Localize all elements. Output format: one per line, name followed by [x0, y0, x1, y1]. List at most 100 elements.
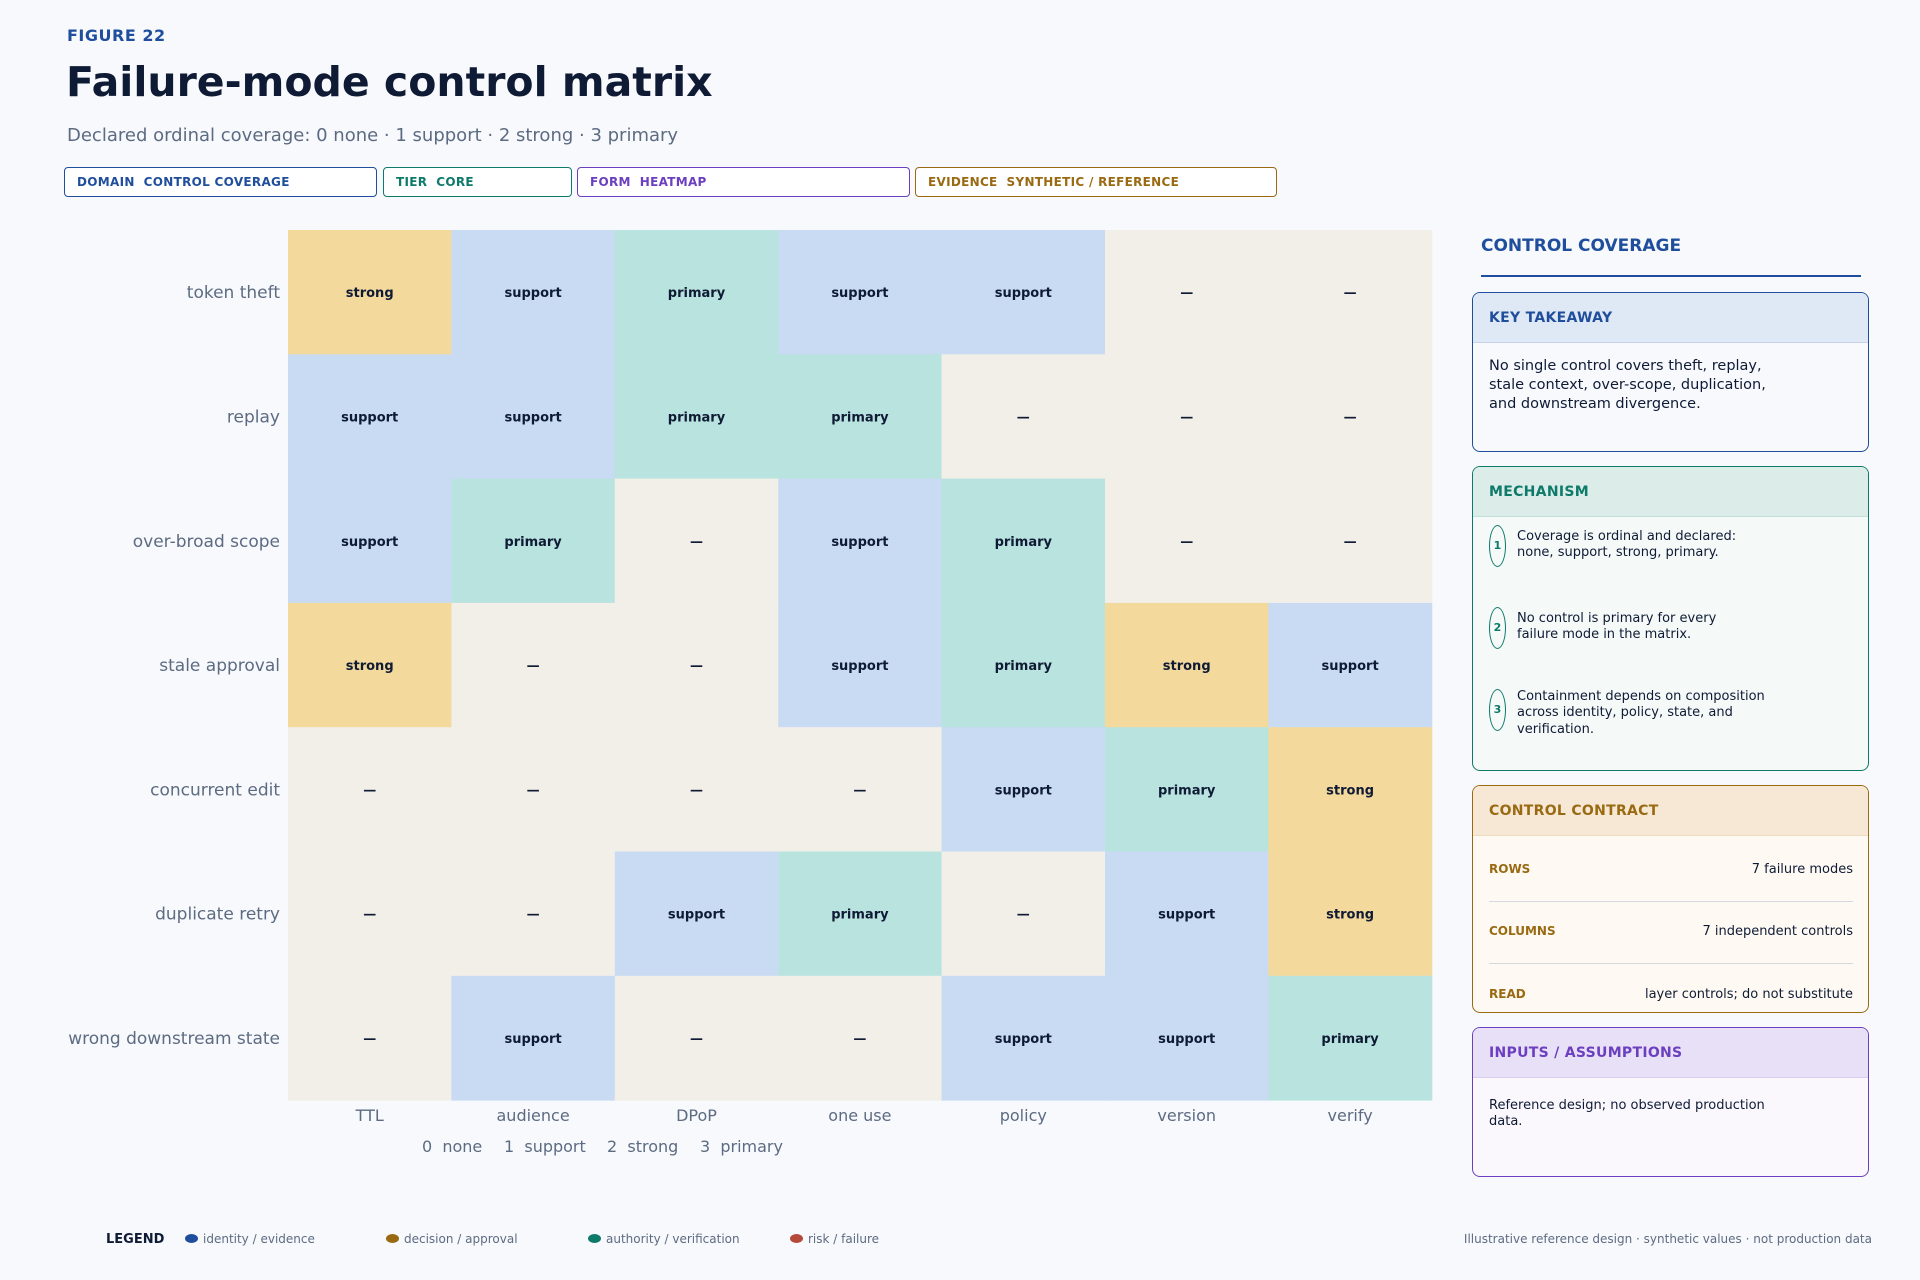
heatmap-cell-label: — [690, 535, 703, 550]
heatmap-cell [288, 478, 452, 604]
contract-value: 7 failure modes [1751, 862, 1853, 877]
heatmap-cell [451, 851, 616, 977]
contract-value: 7 independent controls [1702, 924, 1853, 939]
scale-legend-item: 2 strong [607, 1137, 678, 1156]
heatmap-cell-label: support [995, 783, 1052, 798]
column-label: TTL [355, 1106, 384, 1125]
legend-dot-icon [185, 1234, 198, 1243]
key-takeaway-line: No single control covers theft, replay, [1489, 358, 1762, 374]
heatmap-cell-label: primary [668, 286, 726, 301]
heatmap-cell [778, 354, 943, 480]
heatmap-cell [941, 602, 1106, 728]
heatmap-cell-label: strong [346, 659, 394, 674]
mechanism-line: none, support, strong, primary. [1517, 545, 1719, 561]
heatmap-cell [288, 727, 452, 852]
row-label: duplicate retry [155, 905, 280, 925]
heatmap-cell [941, 851, 1106, 977]
page-subtitle: Declared ordinal coverage: 0 none · 1 su… [67, 125, 679, 146]
legend-item: identity / evidence [185, 1232, 315, 1246]
key-takeaway-title: KEY TAKEAWAY [1473, 293, 1868, 343]
inputs-assumptions-body: Reference design; no observed production… [1473, 1078, 1868, 1141]
panel-divider [1481, 275, 1861, 277]
heatmap-cell-label: primary [1321, 1032, 1379, 1047]
contract-key: READ [1489, 987, 1526, 1001]
heatmap-cell-label: support [1158, 908, 1215, 923]
heatmap-cell [778, 478, 943, 604]
heatmap-cell [1105, 975, 1269, 1101]
key-takeaway-card: KEY TAKEAWAY No single control covers th… [1472, 292, 1869, 452]
column-label: verify [1328, 1106, 1373, 1125]
heatmap-cell-label: primary [668, 410, 726, 425]
heatmap-cell-label: — [1344, 410, 1357, 425]
heatmap-cell [288, 851, 452, 977]
heatmap-cell [778, 230, 943, 355]
heatmap-cell-label: support [505, 410, 562, 425]
mechanism-text: Containment depends on composition acros… [1517, 689, 1817, 738]
heatmap-cell-label: support [831, 286, 888, 301]
page-title: Failure-mode control matrix [66, 58, 713, 106]
row-label: over-broad scope [133, 532, 280, 552]
legend-label: risk / failure [808, 1232, 880, 1246]
heatmap-cell [1105, 851, 1269, 977]
contract-key: ROWS [1489, 862, 1531, 876]
row-label: stale approval [159, 656, 280, 676]
heatmap-cell [288, 975, 452, 1101]
heatmap-cell-label: primary [995, 659, 1053, 674]
legend-label: authority / verification [606, 1232, 740, 1246]
mechanism-line: Coverage is ordinal and declared: [1517, 529, 1737, 544]
heatmap-cell-label: — [1344, 286, 1357, 301]
heatmap-cell [1268, 602, 1433, 728]
heatmap-cell [288, 230, 452, 355]
inputs-assumptions-card: INPUTS / ASSUMPTIONS Reference design; n… [1472, 1027, 1869, 1177]
mechanism-line: verification. [1517, 721, 1594, 737]
heatmap-cell [1105, 727, 1269, 852]
legend-item: authority / verification [588, 1232, 740, 1246]
mechanism-text: Coverage is ordinal and declared: none, … [1517, 529, 1817, 562]
inputs-line: data. [1489, 1113, 1523, 1129]
heatmap-cell-label: — [527, 908, 540, 923]
heatmap-cell [941, 230, 1106, 355]
heatmap-cell [1268, 727, 1433, 852]
heatmap-cell-label: — [363, 783, 376, 798]
key-takeaway-line: stale context, over-scope, duplication, [1489, 376, 1766, 393]
heatmap-cell-label: support [341, 535, 398, 550]
heatmap-cell-label: support [831, 659, 888, 674]
heatmap-cell [778, 602, 943, 728]
heatmap-cell-label: strong [1326, 908, 1374, 923]
heatmap-cell [614, 727, 779, 852]
heatmap-cell [451, 975, 616, 1101]
heatmap-cell [1105, 354, 1269, 480]
row-label: token theft [187, 283, 281, 303]
heatmap-cell [614, 478, 779, 604]
control-contract-title: CONTROL CONTRACT [1473, 786, 1868, 836]
heatmap-cell-label: — [690, 659, 703, 674]
scale-legend-item: 0 none [422, 1137, 482, 1156]
panel-title: CONTROL COVERAGE [1481, 236, 1682, 256]
heatmap-cell [1268, 851, 1433, 977]
heatmap-cell [451, 602, 616, 728]
control-contract-card: CONTROL CONTRACT ROWS 7 failure modes CO… [1472, 785, 1869, 1013]
legend-title: LEGEND [106, 1232, 165, 1247]
key-takeaway-body: No single control covers theft, replay, … [1473, 343, 1868, 426]
key-takeaway-line: and downstream divergence. [1489, 395, 1701, 412]
heatmap-cell-label: — [527, 659, 540, 674]
heatmap-cell-label: support [831, 535, 888, 550]
heatmap-cell-label: — [690, 783, 703, 798]
heatmap-cell-label: support [995, 286, 1052, 301]
mechanism-number: 2 [1489, 607, 1506, 649]
mechanism-number: 3 [1489, 689, 1506, 731]
heatmap-cell-label: — [690, 1032, 703, 1047]
heatmap-cell [614, 354, 779, 480]
heatmap-cell [778, 975, 943, 1101]
heatmap-cell [288, 354, 452, 480]
mechanism-title: MECHANISM [1473, 467, 1868, 517]
heatmap-cell-label: — [1344, 535, 1357, 550]
heatmap-cell [1268, 975, 1433, 1101]
heatmap-cell [451, 230, 616, 355]
heatmap-cell-label: support [505, 1032, 562, 1047]
heatmap-cell-label: — [853, 783, 866, 798]
heatmap-cell-label: support [341, 410, 398, 425]
heatmap-cell [451, 354, 616, 480]
tag-domain: DOMAIN CONTROL COVERAGE [64, 167, 377, 197]
heatmap-cell-label: — [527, 783, 540, 798]
